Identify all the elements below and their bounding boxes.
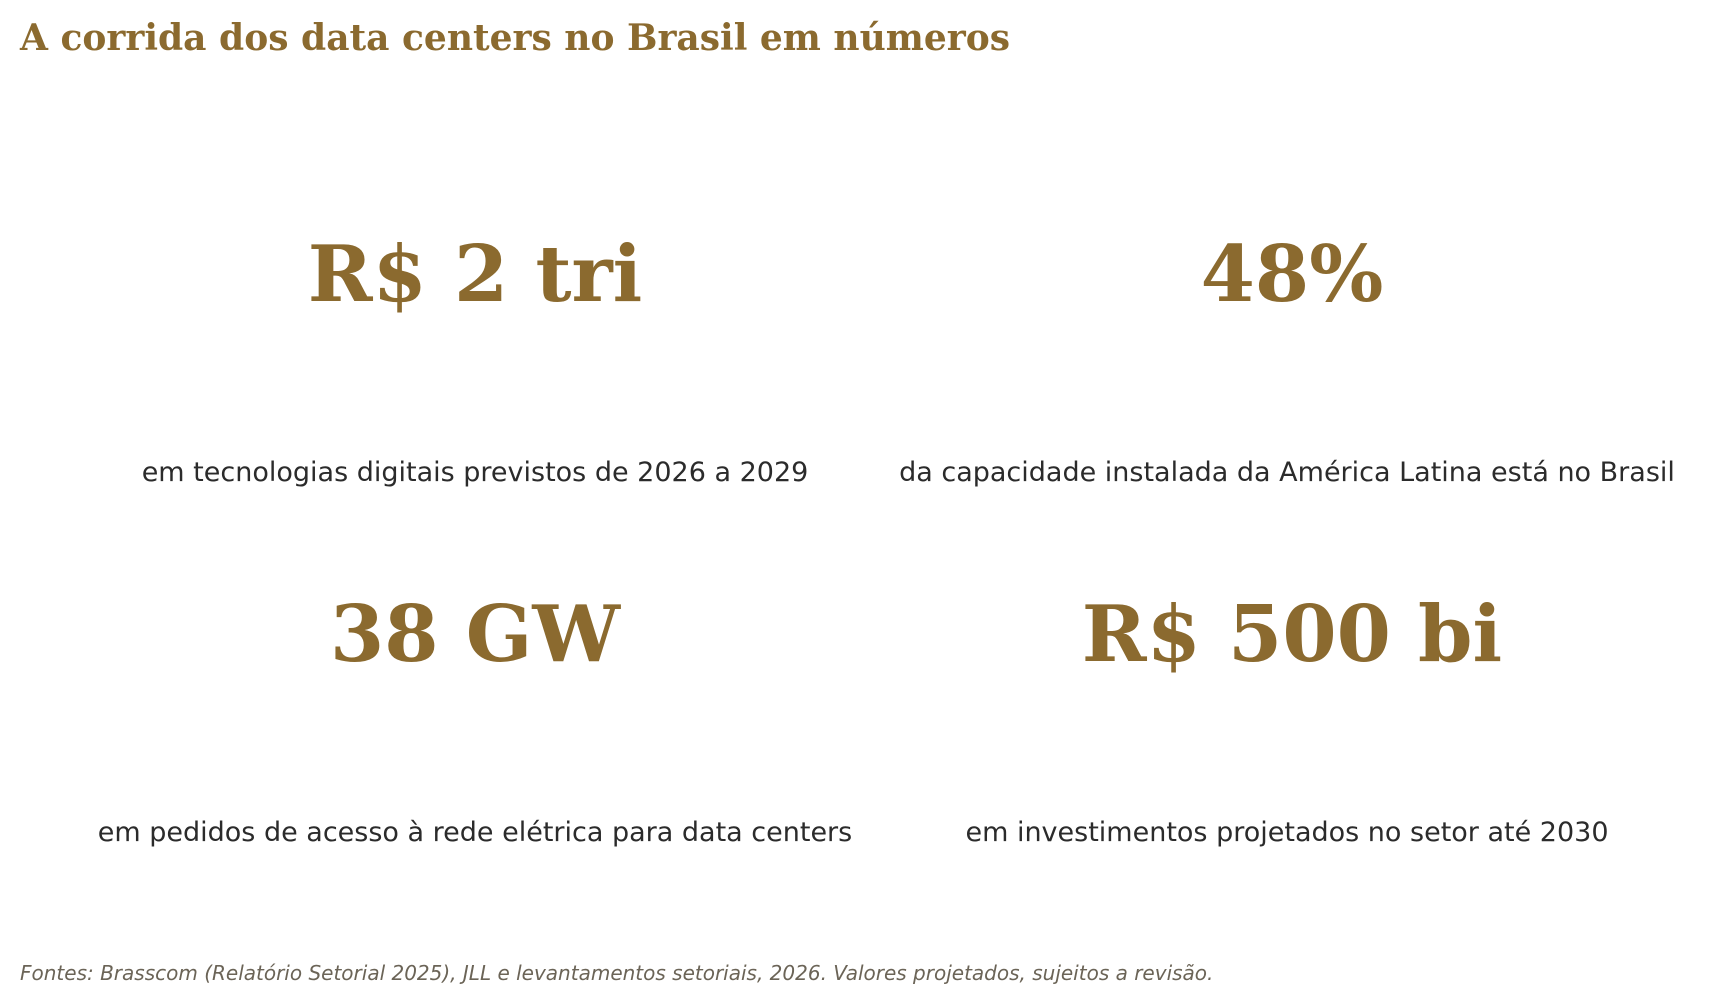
stat-description-sector-investment: em investimentos projetados no setor até… (965, 817, 1609, 848)
stat-description-grid-requests: em pedidos de acesso à rede elétrica par… (97, 817, 853, 848)
stat-description-latam-capacity: da capacidade instalada da América Latin… (899, 457, 1675, 488)
stat-value-digital-tech: R$ 2 tri (307, 229, 643, 320)
page-title: A corrida dos data centers no Brasil em … (20, 17, 1011, 59)
stat-value-sector-investment: R$ 500 bi (1081, 589, 1503, 680)
stat-value-grid-requests: 38 GW (330, 589, 620, 680)
stat-value-latam-capacity: 48% (1200, 229, 1384, 320)
source-footnote: Fontes: Brasscom (Relatório Setorial 202… (20, 961, 1214, 985)
stat-description-digital-tech: em tecnologias digitais previstos de 202… (141, 457, 809, 488)
